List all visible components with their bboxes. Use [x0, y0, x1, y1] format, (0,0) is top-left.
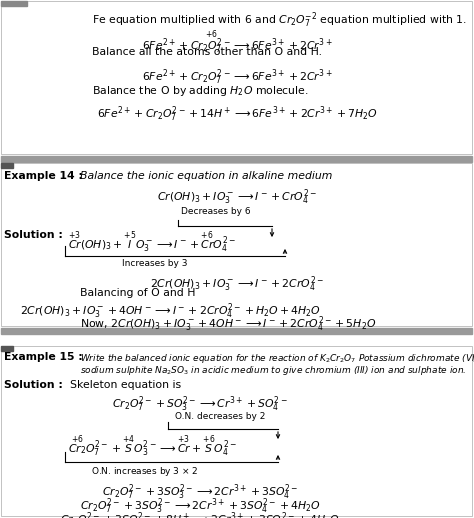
Text: $Cr_2O_7^{2-} + 3SO_3^{2-} + 8H^+ \longrightarrow 2Cr^{3+} + 3SO_4^{2-} + 4H_2O$: $Cr_2O_7^{2-} + 3SO_3^{2-} + 8H^+ \longr… — [60, 510, 340, 518]
Text: Example 14 :: Example 14 : — [4, 171, 83, 181]
Text: Write the balanced ionic equation for the reaction of $K_2Cr_2O_7$ Potassium dic: Write the balanced ionic equation for th… — [80, 352, 474, 365]
Text: Fe equation multiplied with 6 and $Cr_2O_7^{-2}$ equation multiplied with 1.: Fe equation multiplied with 6 and $Cr_2O… — [92, 10, 467, 30]
Text: $2Cr(OH)_3 + IO_3^- \longrightarrow I^- + 2CrO_4^{2-}$: $2Cr(OH)_3 + IO_3^- \longrightarrow I^- … — [150, 274, 324, 294]
Bar — [1, 346, 472, 516]
Text: sodium sulphite $Na_2SO_3$ in acidic medium to give chromium (III) ion and sulph: sodium sulphite $Na_2SO_3$ in acidic med… — [80, 364, 466, 377]
Bar — [1, 163, 472, 326]
Bar — [1, 1, 27, 6]
Text: O.N. increases by 3 $\times$ 2: O.N. increases by 3 $\times$ 2 — [91, 465, 199, 478]
Text: $Cr_2O_7^{2-} + SO_3^{2-} \longrightarrow Cr^{3+} + SO_4^{2-}$: $Cr_2O_7^{2-} + SO_3^{2-} \longrightarro… — [112, 394, 288, 413]
Bar — [1, 163, 13, 168]
Text: Skeleton equation is: Skeleton equation is — [70, 380, 181, 390]
Text: Solution :: Solution : — [4, 230, 63, 240]
Text: Balance the ionic equation in alkaline medium: Balance the ionic equation in alkaline m… — [80, 171, 332, 181]
Bar — [1, 1, 472, 154]
Text: Balance the O by adding $H_2O$ molecule.: Balance the O by adding $H_2O$ molecule. — [92, 84, 309, 98]
Text: Example 15 :: Example 15 : — [4, 352, 83, 362]
Text: $Cr(OH)_3 + IO_3^- \longrightarrow I^- + CrO_4^{2-}$: $Cr(OH)_3 + IO_3^- \longrightarrow I^- +… — [157, 187, 317, 207]
Text: Now, $2Cr(OH)_3 + IO_3^- + 4OH^- \longrightarrow I^- + 2CrO_4^{2-} + 5H_2O$: Now, $2Cr(OH)_3 + IO_3^- + 4OH^- \longri… — [80, 314, 376, 334]
Text: Increases by 3: Increases by 3 — [122, 259, 188, 268]
Text: $\overset{+3}{Cr}(OH)_3 + \overset{+5}{I}O_3^- \longrightarrow I^- + \overset{+6: $\overset{+3}{Cr}(OH)_3 + \overset{+5}{I… — [68, 230, 236, 255]
Bar — [1, 346, 13, 351]
Text: O.N. decreases by 2: O.N. decreases by 2 — [175, 412, 265, 421]
Text: $Cr_2O_7^{2-} + 3SO_3^{2-} \longrightarrow 2Cr^{3+} + 3SO_4^{2-} + 4H_2O$: $Cr_2O_7^{2-} + 3SO_3^{2-} \longrightarr… — [80, 496, 320, 515]
Bar — [1, 328, 472, 334]
Text: $6Fe^{2+} + Cr_2O_7^{2-} \longrightarrow 6Fe^{3+} + 2Cr^{3+}$: $6Fe^{2+} + Cr_2O_7^{2-} \longrightarrow… — [142, 67, 332, 87]
Text: $6Fe^{2+} + \overset{+6}{Cr_2O_7^{2-}} \longrightarrow 6Fe^{3+} + 2Cr^{3+}$: $6Fe^{2+} + \overset{+6}{Cr_2O_7^{2-}} \… — [142, 30, 332, 57]
Text: Decreases by 6: Decreases by 6 — [181, 207, 251, 216]
Text: Solution :: Solution : — [4, 380, 63, 390]
Text: $\overset{+6}{Cr_2}O_7^{2-} + \overset{+4}{S}O_3^{2-} \longrightarrow \overset{+: $\overset{+6}{Cr_2}O_7^{2-} + \overset{+… — [68, 434, 237, 459]
Text: $2Cr(OH)_3 + IO_3^- + 4OH^- \longrightarrow I^- + 2CrO_4^{2-} + H_2O + 4H_2O$: $2Cr(OH)_3 + IO_3^- + 4OH^- \longrightar… — [19, 301, 320, 321]
Text: $6Fe^{2+} + Cr_2O_7^{2-} + 14H^+ \longrightarrow 6Fe^{3+} + 2Cr^{3+} + 7H_2O$: $6Fe^{2+} + Cr_2O_7^{2-} + 14H^+ \longri… — [97, 104, 377, 124]
Text: Balance all the atoms other than O and H.: Balance all the atoms other than O and H… — [92, 47, 322, 57]
Bar — [1, 156, 472, 162]
Text: $Cr_2O_7^{2-} + 3SO_3^{2-} \longrightarrow 2Cr^{3+} + 3SO_4^{2-}$: $Cr_2O_7^{2-} + 3SO_3^{2-} \longrightarr… — [102, 482, 298, 501]
Text: Balancing of O and H: Balancing of O and H — [80, 288, 195, 298]
